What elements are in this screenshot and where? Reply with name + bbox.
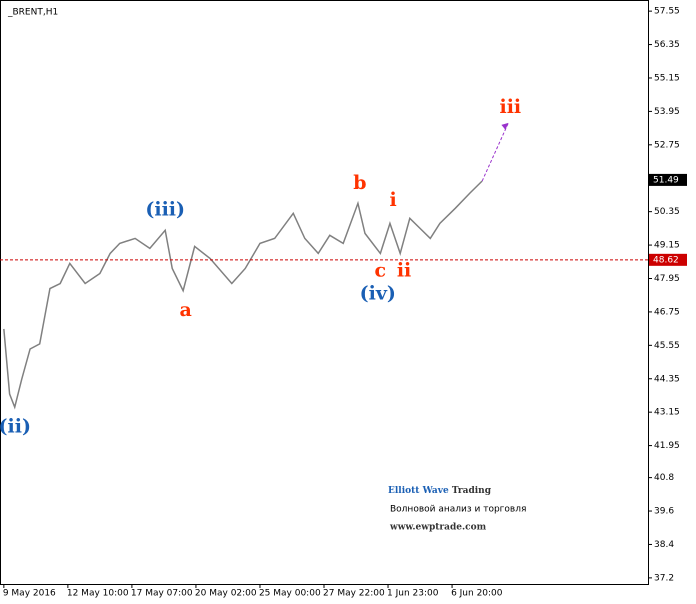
brand-b: Trading	[452, 486, 492, 496]
y-tick-label: 45.55	[654, 341, 680, 351]
tagline: Волновой анализ и торговля	[390, 505, 526, 515]
url: www.ewptrade.com	[389, 523, 487, 533]
price-line	[3, 180, 483, 410]
price-level-label: 48.62	[653, 255, 679, 265]
price-level-box	[649, 253, 687, 266]
symbol-label: _BRENT,H1	[7, 8, 58, 18]
x-tick-label: 6 Jun 20:00	[451, 589, 503, 599]
y-tick-label: 50.35	[654, 207, 680, 217]
y-tick-label: 47.95	[654, 274, 680, 284]
wave-label: c	[375, 260, 387, 282]
wave-label: (iii)	[145, 198, 185, 220]
wave-label: b	[353, 172, 366, 194]
wave-label: a	[180, 299, 192, 321]
y-tick-label: 52.75	[654, 140, 680, 150]
y-tick-label: 38.4	[654, 540, 674, 550]
y-tick-label: 57.55	[654, 7, 680, 17]
y-tick-label: 55.15	[654, 73, 680, 83]
y-tick-label: 44.35	[654, 374, 680, 384]
y-tick-label: 53.95	[654, 107, 680, 117]
y-tick-label: 43.15	[654, 408, 680, 418]
x-tick-label: 20 May 02:00	[195, 589, 257, 599]
x-tick-label: 17 May 07:00	[131, 589, 193, 599]
y-tick-label: 49.15	[654, 241, 680, 251]
wave-label: (iv)	[360, 283, 396, 305]
x-tick-label: 1 Jun 23:00	[387, 589, 439, 599]
wave-label: ii	[397, 260, 411, 282]
projection-arrow	[501, 122, 509, 130]
x-tick-label: 12 May 10:00	[67, 589, 129, 599]
y-tick-label: 41.95	[654, 441, 680, 451]
projection	[481, 122, 509, 182]
plot-frame	[0, 0, 649, 585]
current-price-box	[649, 173, 687, 186]
current-price-label: 51.49	[653, 175, 679, 185]
y-tick-label: 46.75	[654, 307, 680, 317]
brand: Elliott Wave Trading	[388, 486, 492, 496]
wave-label: iii	[500, 96, 522, 118]
x-tick-label: 25 May 00:00	[259, 589, 321, 599]
brand-a: Elliott Wave	[388, 486, 449, 496]
x-tick-label: 9 May 2016	[3, 589, 56, 599]
y-tick-label: 56.35	[654, 40, 680, 50]
wave-label: (ii)	[0, 415, 31, 437]
y-tick-label: 37.2	[654, 573, 674, 583]
wave-label: i	[390, 189, 397, 211]
y-tick-label: 40.8	[654, 473, 674, 483]
x-tick-label: 27 May 22:00	[323, 589, 385, 599]
y-tick-label: 39.6	[654, 507, 674, 517]
